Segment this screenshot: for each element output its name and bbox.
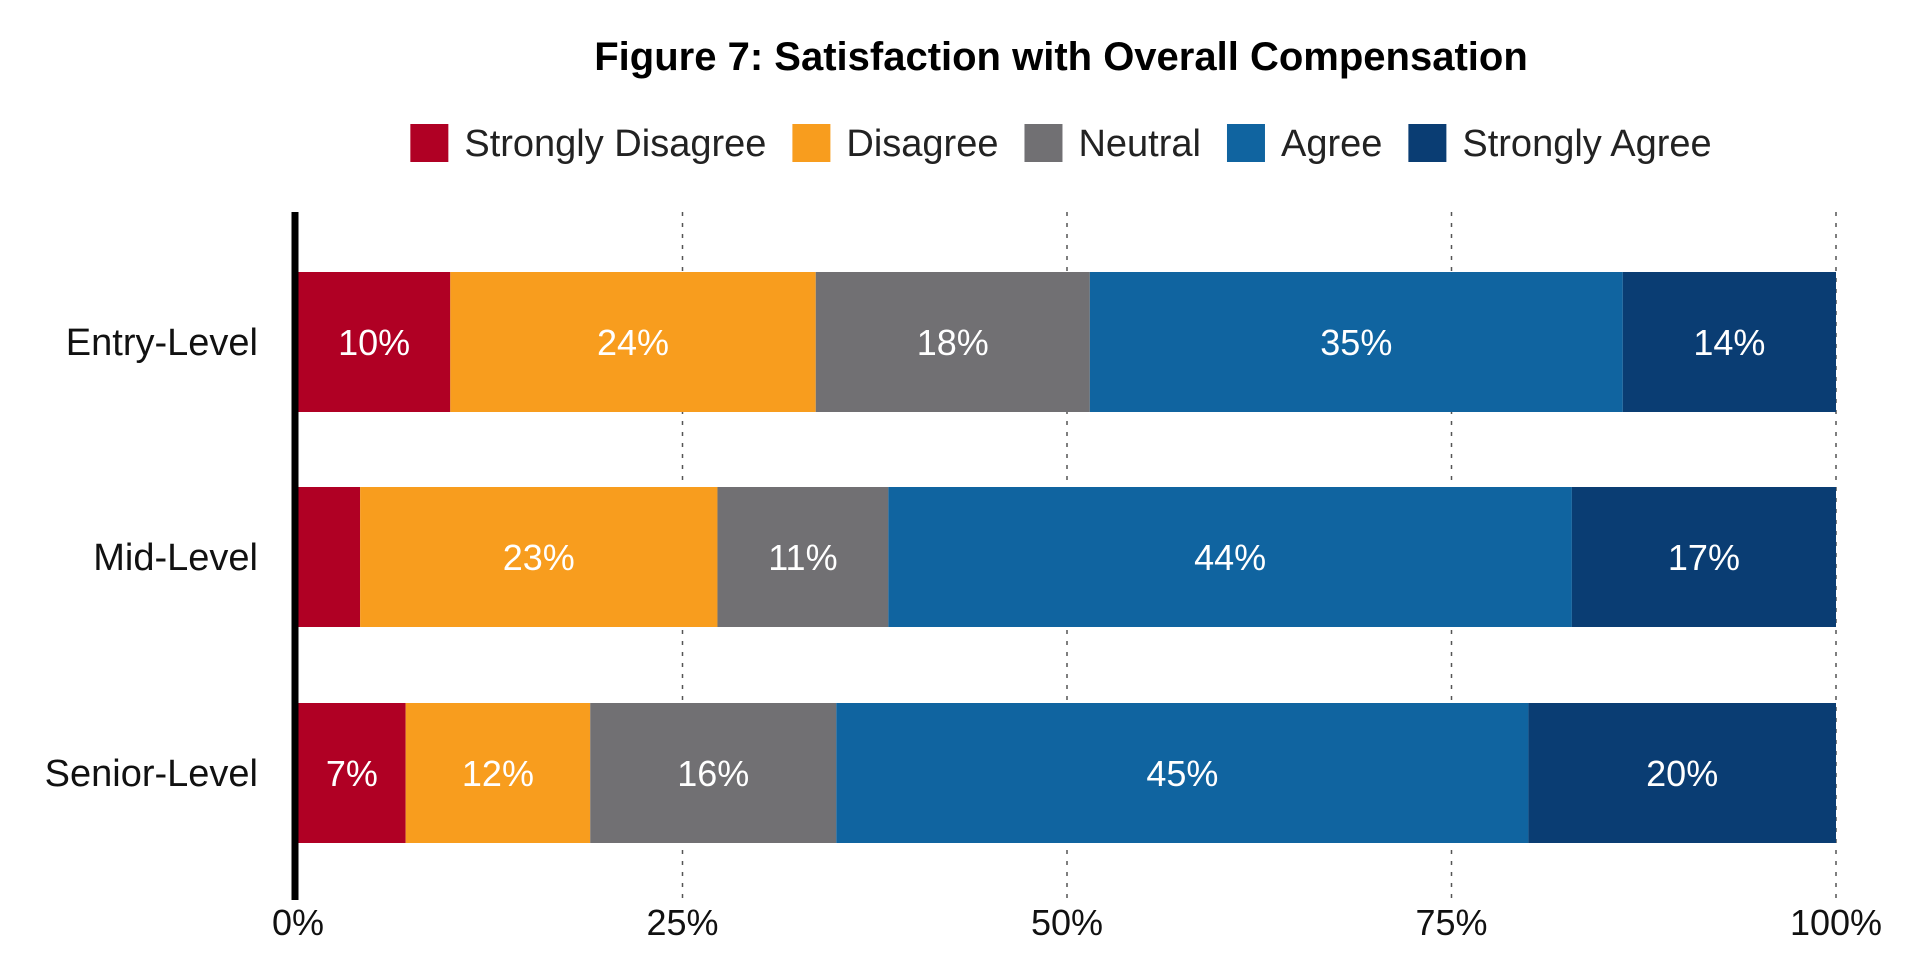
legend-swatch-disagree xyxy=(792,124,831,162)
data-label-agree-mid-level: 44% xyxy=(1194,537,1266,578)
bar-strongly-disagree-mid-level xyxy=(298,487,361,627)
data-label-agree-entry-level: 35% xyxy=(1320,322,1392,363)
data-label-strongly-agree-entry-level: 14% xyxy=(1693,322,1765,363)
x-tick-label: 75% xyxy=(1415,902,1487,943)
bar-neutral-mid-level xyxy=(717,487,889,627)
legend-swatch-strongly-agree xyxy=(1408,124,1447,162)
bar-agree-senior-level xyxy=(836,703,1529,843)
legend-label-agree: Agree xyxy=(1281,123,1382,165)
data-label-strongly-disagree-entry-level: 10% xyxy=(338,322,410,363)
chart-title: Figure 7: Satisfaction with Overall Comp… xyxy=(594,35,1528,79)
data-label-strongly-agree-mid-level: 17% xyxy=(1668,537,1740,578)
bar-agree-mid-level xyxy=(888,487,1572,627)
bar-disagree-entry-level xyxy=(450,272,816,412)
bar-strongly-agree-senior-level xyxy=(1528,703,1836,843)
category-labels: Entry-Level Mid-Level Senior-Level xyxy=(45,322,258,795)
bar-neutral-entry-level xyxy=(815,272,1090,412)
data-label-disagree-mid-level: 23% xyxy=(503,537,575,578)
bar-neutral-senior-level xyxy=(590,703,837,843)
legend-label-neutral: Neutral xyxy=(1078,123,1201,165)
x-tick-label: 25% xyxy=(646,902,718,943)
bar-strongly-disagree-entry-level xyxy=(298,272,451,412)
data-label-neutral-entry-level: 18% xyxy=(917,322,989,363)
data-label-disagree-entry-level: 24% xyxy=(597,322,669,363)
bar-disagree-mid-level xyxy=(360,487,718,627)
bar-disagree-senior-level xyxy=(405,703,591,843)
data-label-strongly-agree-senior-level: 20% xyxy=(1646,753,1718,794)
x-tick-labels: 0% 25% 50% 75% 100% xyxy=(272,902,1882,943)
data-label-disagree-senior-level: 12% xyxy=(462,753,534,794)
bar-strongly-agree-mid-level xyxy=(1571,487,1836,627)
data-label-neutral-mid-level: 11% xyxy=(768,537,837,578)
x-tick-label: 100% xyxy=(1790,902,1882,943)
bar-strongly-disagree-senior-level xyxy=(298,703,406,843)
legend-swatch-neutral xyxy=(1024,124,1063,162)
data-label-agree-senior-level: 45% xyxy=(1146,753,1218,794)
legend-label-strongly-agree: Strongly Agree xyxy=(1462,123,1711,165)
bars: 10% 24% 18% 35% 14% 23% 11% 44% 17% 7% 12% 16% 45% 20… xyxy=(298,272,1836,843)
x-tick-label: 0% xyxy=(272,902,324,943)
legend-swatch-strongly-disagree xyxy=(410,124,449,162)
legend-swatch-agree xyxy=(1226,124,1265,162)
data-label-neutral-senior-level: 16% xyxy=(677,753,749,794)
category-label-mid-level: Mid-Level xyxy=(93,537,258,579)
bar-strongly-agree-entry-level xyxy=(1622,272,1836,412)
legend: Strongly Disagree Disagree Neutral Agree Str… xyxy=(410,123,1712,165)
x-tick-label: 50% xyxy=(1031,902,1103,943)
bar-agree-entry-level xyxy=(1089,272,1623,412)
category-label-senior-level: Senior-Level xyxy=(45,753,258,795)
data-label-strongly-disagree-senior-level: 7% xyxy=(326,753,378,794)
category-label-entry-level: Entry-Level xyxy=(66,322,258,364)
legend-label-strongly-disagree: Strongly Disagree xyxy=(464,123,766,165)
legend-label-disagree: Disagree xyxy=(846,123,998,165)
